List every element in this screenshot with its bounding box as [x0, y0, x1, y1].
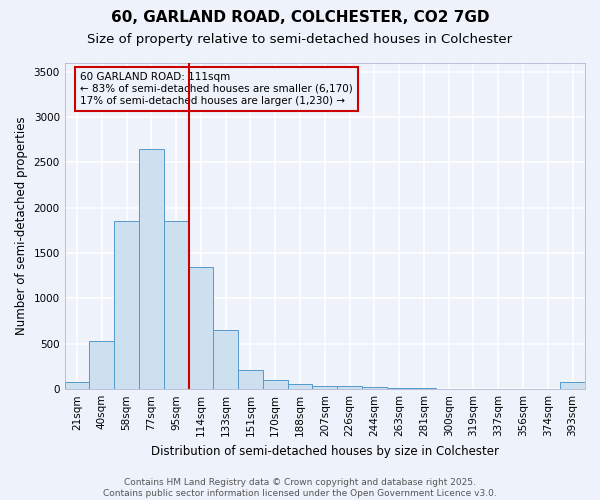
Bar: [412, 388, 436, 389]
Text: 60 GARLAND ROAD: 111sqm
← 83% of semi-detached houses are smaller (6,170)
17% of: 60 GARLAND ROAD: 111sqm ← 83% of semi-de…: [80, 72, 353, 106]
Bar: [214, 330, 238, 389]
Bar: [238, 370, 263, 389]
Bar: [387, 388, 412, 389]
Bar: [139, 148, 164, 389]
Bar: [313, 386, 337, 389]
Text: Contains HM Land Registry data © Crown copyright and database right 2025.
Contai: Contains HM Land Registry data © Crown c…: [103, 478, 497, 498]
X-axis label: Distribution of semi-detached houses by size in Colchester: Distribution of semi-detached houses by …: [151, 444, 499, 458]
Bar: [337, 386, 362, 389]
Text: 60, GARLAND ROAD, COLCHESTER, CO2 7GD: 60, GARLAND ROAD, COLCHESTER, CO2 7GD: [111, 10, 489, 25]
Bar: [164, 222, 188, 389]
Bar: [188, 266, 214, 389]
Bar: [65, 382, 89, 389]
Bar: [287, 384, 313, 389]
Text: Size of property relative to semi-detached houses in Colchester: Size of property relative to semi-detach…: [88, 32, 512, 46]
Bar: [362, 388, 387, 389]
Y-axis label: Number of semi-detached properties: Number of semi-detached properties: [15, 116, 28, 335]
Bar: [560, 382, 585, 389]
Bar: [89, 341, 114, 389]
Bar: [114, 222, 139, 389]
Bar: [263, 380, 287, 389]
